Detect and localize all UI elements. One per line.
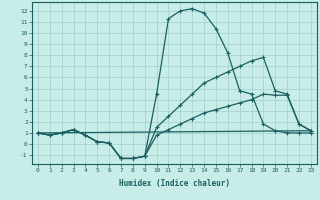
X-axis label: Humidex (Indice chaleur): Humidex (Indice chaleur): [119, 179, 230, 188]
